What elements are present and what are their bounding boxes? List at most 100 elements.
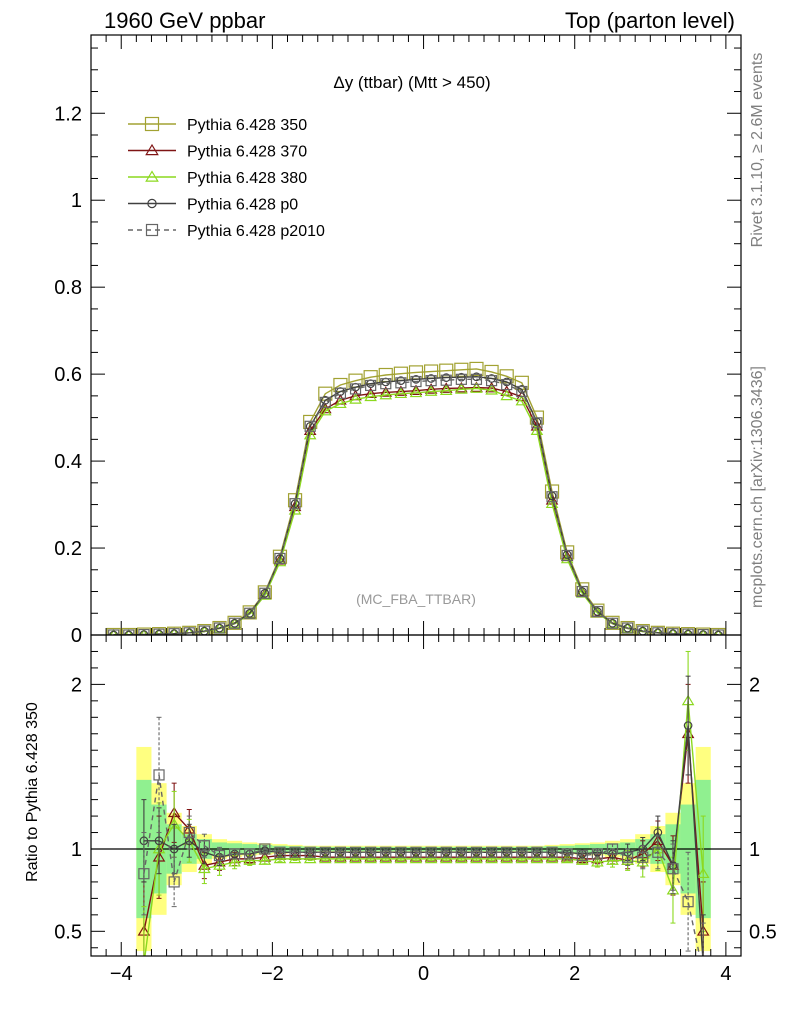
data-point-p2010 [637,625,649,635]
data-point-p2010 [153,628,165,635]
ratio-point-p2010 [698,967,708,977]
ratio-point-s380 [485,852,498,864]
x-tick-label: −2 [261,963,284,985]
data-point-s350 [499,369,514,384]
data-point-p0 [290,499,300,509]
ratio-point-p2010 [576,849,588,862]
ratio-point-p2010 [440,846,452,858]
ratio-point-s380 [243,854,257,865]
data-point-p2010 [455,373,467,385]
ratio-point-p0 [547,847,557,857]
ratio-point-p2010 [213,849,226,862]
data-point-p0 [593,607,602,616]
ratio-point-p2010 [198,840,210,852]
data-point-p0 [230,618,239,628]
data-point-p2010 [591,605,603,618]
ratio-y-axis-label: Ratio to Pythia 6.428 350 [24,702,41,882]
rivet-version-label: Rivet 3.1.10, ≥ 2.6M events [749,53,766,248]
data-point-s380 [470,382,483,393]
data-point-p2010 [365,379,377,392]
ratio-point-p2010 [485,846,498,858]
plot-title: Δy (ttbar) (Mtt > 450) [333,73,490,92]
legend-label-s380: Pythia 6.428 380 [187,170,307,187]
ratio-point-p2010 [274,846,286,858]
data-point-s370 [439,382,453,393]
data-point-p0 [577,587,587,596]
ratio-y-tick-label: 0.5 [54,921,82,943]
ratio-point-s380 [560,852,574,864]
data-point-s370 [424,383,438,394]
data-point-s380 [303,428,317,440]
legend-label-p0: Pythia 6.428 p0 [187,197,298,214]
x-tick-label: 0 [418,963,429,985]
ratio-point-p2010 [667,863,679,875]
data-point-p2010 [289,498,301,510]
ratio-point-s380 [334,852,347,864]
data-point-p2010 [546,491,558,503]
data-point-p0 [668,629,678,635]
x-tick-label: −4 [110,963,133,985]
data-point-s380 [424,385,438,396]
ratio-point-s380 [228,856,241,867]
ratio-point-p2010 [153,769,165,781]
data-point-s350 [635,623,650,635]
ratio-point-p0 [396,847,406,857]
data-point-p0 [305,421,315,431]
ratio-point-s380 [379,852,393,864]
y-tick-label: 0 [71,625,82,647]
data-point-p0 [124,630,134,635]
data-point-p2010 [229,617,241,629]
data-point-p0 [411,374,421,384]
ratio-point-p2010 [138,868,150,880]
ratio-frame [90,634,742,957]
ratio-point-p2010 [168,876,180,888]
ratio-point-s380 [139,959,150,968]
data-point-s380 [288,504,302,515]
ratio-point-s380 [409,852,423,864]
ratio-point-p2010 [395,846,407,858]
legend-label-s350: Pythia 6.428 350 [187,117,307,134]
ratio-point-s380 [545,852,559,864]
legend-marker-p2010 [145,223,159,237]
ratio-point-p2010 [682,896,694,908]
legend-label-p2010: Pythia 6.428 p2010 [187,223,325,240]
data-point-p2010 [425,375,437,387]
ratio-point-s380 [575,854,589,865]
ratio-point-p2010 [622,851,634,863]
data-point-p0 [215,623,224,633]
ratio-point-p2010 [531,846,543,858]
ratio-point-p2010 [561,848,573,860]
legend-marker-s350 [144,116,160,132]
data-point-s380 [379,388,393,400]
data-point-p0 [502,377,512,387]
ratio-point-p2010 [183,826,195,839]
ratio-point-p0 [683,721,693,730]
analysis-tag: (MC_FBA_TTBAR) [356,591,476,607]
process-label: Top (parton level) [565,8,735,33]
data-point-p2010 [183,627,195,635]
data-point-p2010 [304,420,316,432]
ratio-point-s380 [318,852,332,864]
data-point-p2010 [198,625,210,635]
ratio-point-s380 [439,852,453,864]
data-point-p0 [487,374,496,383]
y-tick-label: 1 [71,190,82,212]
ratio-y-tick-label-right: 0.5 [749,921,777,943]
data-point-p2010 [606,617,619,629]
data-point-p2010 [123,629,135,635]
ratio-point-s380 [258,854,272,865]
ratio-point-s380 [198,862,211,874]
data-point-p0 [472,372,481,382]
ratio-point-p2010 [606,843,619,855]
ratio-point-s380 [364,852,377,864]
data-point-p2010 [108,629,120,635]
ratio-point-p0 [154,836,164,846]
ratio-point-p2010 [546,846,558,858]
data-point-s380 [318,404,332,416]
y-tick-label: 0.8 [54,277,82,299]
ratio-line-p2010 [143,774,701,956]
data-point-p0 [456,372,466,382]
ratio-point-p2010 [516,846,528,858]
ratio-point-s380 [455,852,468,864]
